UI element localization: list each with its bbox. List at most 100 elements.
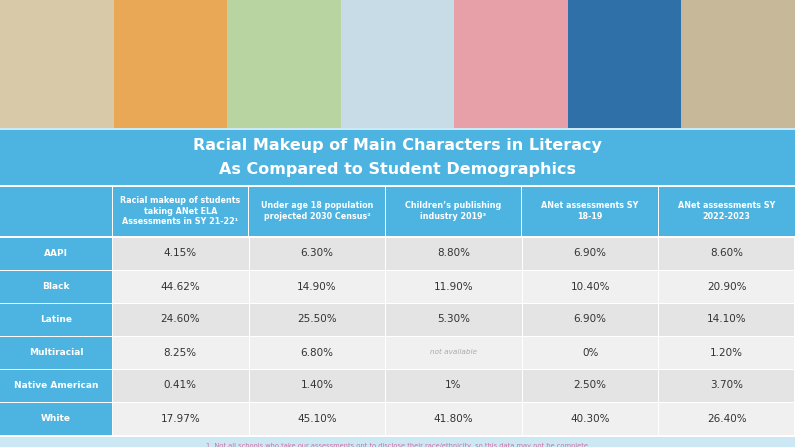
Text: not available: not available — [430, 350, 477, 355]
Bar — [658, 303, 659, 336]
Bar — [386, 270, 522, 303]
Text: 1. Not all schools who take our assessments opt to disclose their race/ethnicity: 1. Not all schools who take our assessme… — [207, 443, 588, 447]
Bar — [658, 369, 795, 402]
Bar — [658, 303, 795, 336]
Text: Black: Black — [42, 282, 70, 291]
Text: As Compared to Student Demographics: As Compared to Student Demographics — [219, 162, 576, 177]
Text: Multiracial: Multiracial — [29, 348, 83, 357]
Bar — [249, 336, 386, 369]
Bar — [522, 369, 658, 402]
Bar — [522, 270, 523, 303]
Text: 26.40%: 26.40% — [707, 413, 747, 423]
Bar — [227, 0, 341, 130]
Text: 3.70%: 3.70% — [710, 380, 743, 391]
Bar — [112, 270, 249, 303]
Bar — [112, 336, 113, 369]
Bar — [249, 270, 386, 303]
Bar — [658, 336, 795, 369]
Text: 8.60%: 8.60% — [710, 249, 743, 258]
Bar — [0, 130, 795, 185]
Bar — [386, 369, 522, 402]
Bar — [658, 402, 659, 435]
Bar — [112, 303, 113, 336]
Bar — [114, 0, 227, 130]
Text: 40.30%: 40.30% — [570, 413, 610, 423]
Bar — [658, 270, 659, 303]
Bar — [0, 435, 795, 437]
Bar — [522, 402, 523, 435]
Text: 1.40%: 1.40% — [301, 380, 333, 391]
Bar — [658, 270, 795, 303]
Bar — [112, 237, 113, 270]
Bar — [112, 369, 113, 402]
Bar — [794, 237, 795, 270]
Bar — [0, 369, 795, 370]
Bar — [249, 336, 250, 369]
Text: 25.50%: 25.50% — [297, 315, 337, 325]
Bar — [658, 185, 659, 237]
Bar — [249, 270, 250, 303]
Bar — [522, 369, 523, 402]
Text: 6.80%: 6.80% — [301, 347, 333, 358]
Bar — [568, 0, 681, 130]
Text: 1.20%: 1.20% — [710, 347, 743, 358]
Bar — [0, 185, 795, 237]
Text: 24.60%: 24.60% — [161, 315, 200, 325]
Bar — [522, 270, 658, 303]
Bar — [112, 270, 113, 303]
Text: Under age 18 population
projected 2030 Census²: Under age 18 population projected 2030 C… — [261, 201, 373, 221]
Bar — [112, 369, 249, 402]
Bar — [0, 303, 795, 304]
Text: 5.30%: 5.30% — [437, 315, 470, 325]
Text: White: White — [41, 414, 71, 423]
Text: 41.80%: 41.80% — [434, 413, 473, 423]
Bar — [0, 336, 112, 369]
Text: 14.90%: 14.90% — [297, 282, 337, 291]
Bar — [249, 303, 250, 336]
Bar — [0, 185, 795, 186]
Bar — [111, 185, 113, 237]
Bar — [794, 402, 795, 435]
Bar — [794, 369, 795, 402]
Bar — [658, 369, 659, 402]
Bar — [112, 402, 249, 435]
Bar — [112, 303, 249, 336]
Text: Children’s publishing
industry 2019³: Children’s publishing industry 2019³ — [405, 201, 502, 221]
Bar — [522, 336, 523, 369]
Text: 17.97%: 17.97% — [161, 413, 200, 423]
Bar — [248, 185, 249, 237]
Text: Native American: Native American — [14, 381, 99, 390]
Text: 0.41%: 0.41% — [164, 380, 197, 391]
Text: 8.25%: 8.25% — [164, 347, 197, 358]
Bar — [0, 236, 795, 237]
Bar — [0, 128, 795, 130]
Text: 6.90%: 6.90% — [574, 315, 607, 325]
Bar — [0, 237, 112, 270]
Bar — [249, 237, 250, 270]
Bar — [385, 185, 386, 237]
Bar — [386, 303, 522, 336]
Text: 2.50%: 2.50% — [574, 380, 607, 391]
Text: Racial Makeup of Main Characters in Literacy: Racial Makeup of Main Characters in Lite… — [193, 138, 602, 153]
Bar — [112, 402, 113, 435]
Bar — [0, 336, 795, 337]
Bar — [0, 303, 112, 336]
Text: ANet assessments SY
2022-2023: ANet assessments SY 2022-2023 — [678, 201, 775, 221]
Bar — [794, 336, 795, 369]
Bar — [341, 0, 454, 130]
Text: 44.62%: 44.62% — [161, 282, 200, 291]
Bar — [249, 369, 386, 402]
Text: ANet assessments SY
18-19: ANet assessments SY 18-19 — [541, 201, 639, 221]
Text: 20.90%: 20.90% — [707, 282, 747, 291]
Text: 0%: 0% — [582, 347, 599, 358]
Bar — [794, 303, 795, 336]
Bar — [454, 0, 568, 130]
Text: 10.40%: 10.40% — [570, 282, 610, 291]
Bar — [522, 303, 523, 336]
Text: AAPI: AAPI — [44, 249, 68, 258]
Bar — [249, 303, 386, 336]
Bar — [658, 237, 795, 270]
Bar — [0, 402, 112, 435]
Bar — [386, 402, 522, 435]
Bar — [658, 237, 659, 270]
